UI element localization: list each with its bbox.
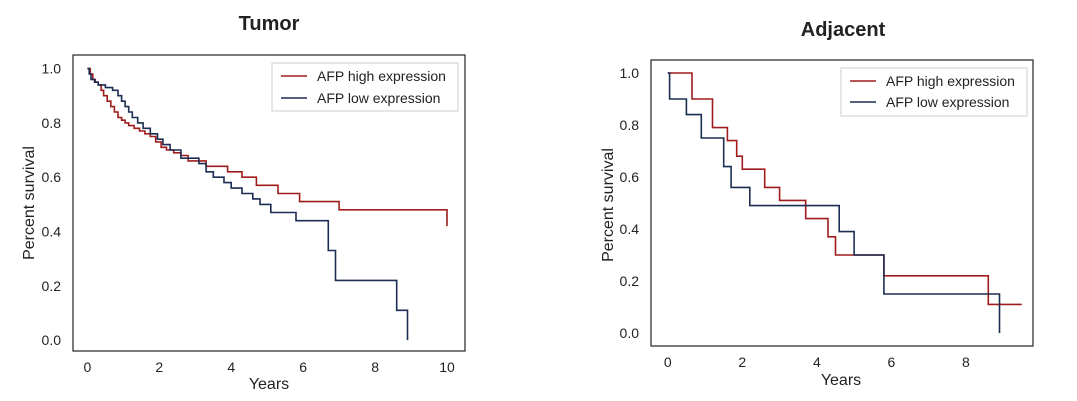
legend-label-low: AFP low expression: [886, 94, 1009, 110]
x-tick-label: 4: [813, 354, 821, 370]
x-tick-label: 0: [664, 354, 672, 370]
y-tick-label: 1.0: [620, 65, 640, 81]
y-tick-label: 0.8: [620, 117, 640, 133]
y-tick-label: 0.2: [42, 278, 62, 294]
x-tick-label: 2: [155, 359, 163, 375]
chart-tumor: Tumor 0 2 4 6 8 10 0.0 0.2 0.4 0.6 0.8 1.0 Years P…: [21, 13, 466, 393]
x-tick-label: 8: [371, 359, 379, 375]
y-tick-label: 0.6: [620, 169, 640, 185]
series-line-afp-low: [667, 72, 1001, 333]
x-tick-label: 10: [439, 359, 455, 375]
x-axis-label: Years: [249, 376, 289, 393]
x-tick-label: 0: [83, 359, 91, 375]
y-axis-label: Percent survival: [21, 146, 38, 260]
y-tick-label: 0.0: [42, 332, 62, 348]
legend-box: [271, 62, 459, 112]
x-tick-label: 6: [299, 359, 307, 375]
legend-label-high: AFP high expression: [317, 68, 446, 84]
x-tick-label: 2: [738, 354, 746, 370]
y-tick-labels: 0.0 0.2 0.4 0.6 0.8 1.0: [620, 65, 640, 341]
x-tick-label: 6: [887, 354, 895, 370]
x-axis-label: Years: [821, 372, 861, 389]
legend-label-high: AFP high expression: [886, 73, 1015, 89]
x-tick-label: 4: [227, 359, 235, 375]
y-axis-label: Percent survival: [600, 148, 617, 262]
series-line-afp-low: [87, 67, 409, 341]
series-line-afp-high: [87, 67, 448, 227]
y-tick-label: 0.4: [620, 221, 640, 237]
y-tick-label: 0.0: [620, 325, 640, 341]
series-layer: [667, 72, 1022, 333]
chart-title: Tumor: [239, 13, 300, 35]
legend: AFP high expression AFP low expression: [840, 67, 1028, 117]
x-tick-label: 8: [962, 354, 970, 370]
y-tick-label: 0.4: [42, 224, 62, 240]
y-tick-label: 1.0: [42, 61, 62, 77]
x-tick-labels: 0 2 4 6 8: [664, 354, 970, 370]
y-tick-label: 0.8: [42, 115, 62, 131]
y-tick-labels: 0.0 0.2 0.4 0.6 0.8 1.0: [42, 61, 62, 349]
legend: AFP high expression AFP low expression: [271, 62, 459, 112]
y-tick-label: 0.2: [620, 273, 640, 289]
legend-label-low: AFP low expression: [317, 90, 440, 106]
x-tick-labels: 0 2 4 6 8 10: [83, 359, 455, 375]
series-layer: [87, 67, 448, 341]
legend-box: [840, 67, 1028, 117]
chart-title: Adjacent: [801, 19, 886, 41]
y-tick-label: 0.6: [42, 169, 62, 185]
